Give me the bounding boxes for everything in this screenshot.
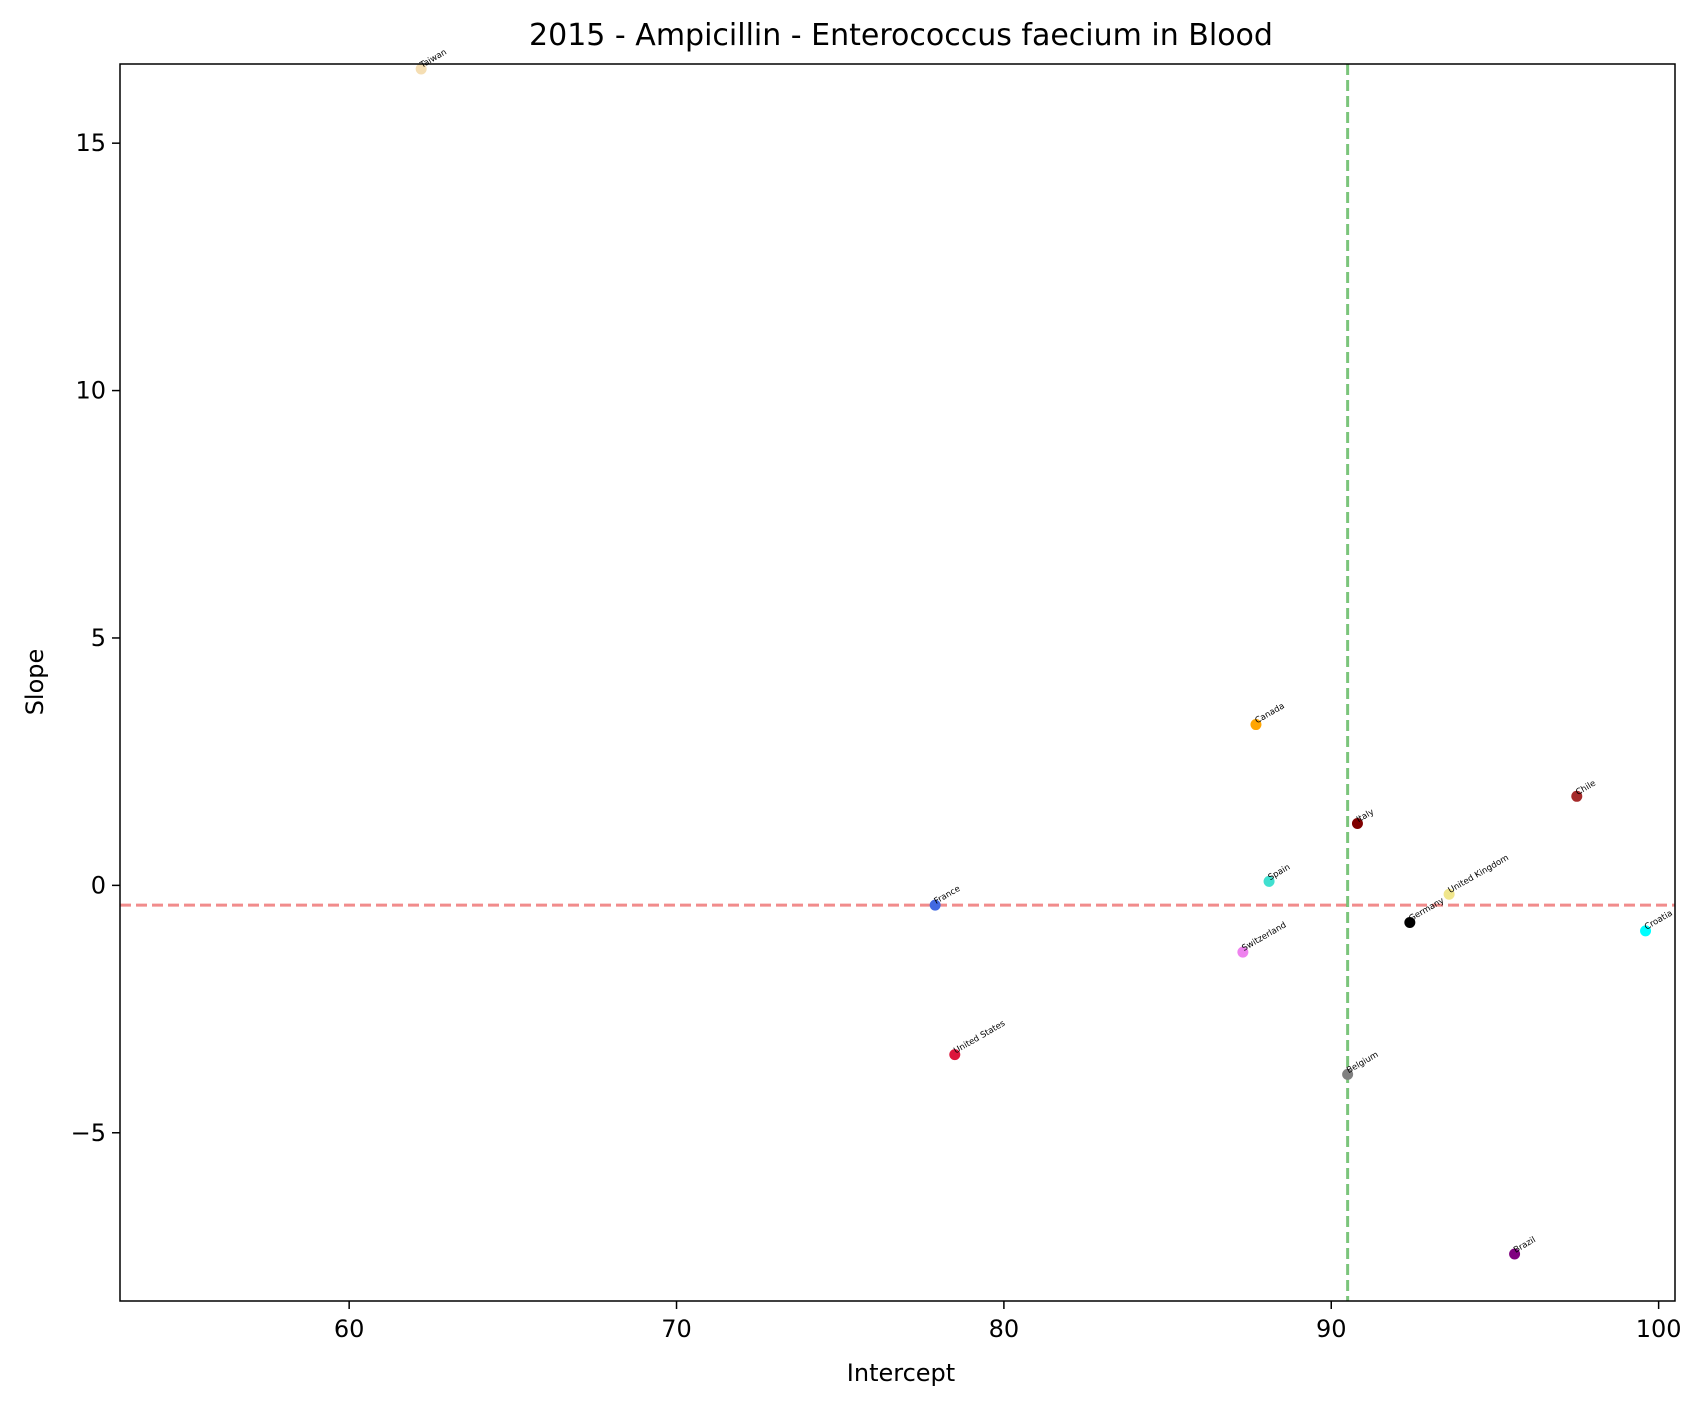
point-label-canada: Canada (1253, 701, 1286, 726)
point-label-belgium: Belgium (1345, 1050, 1380, 1076)
data-point-france (929, 899, 941, 911)
data-point-switzerland (1237, 946, 1249, 958)
y-tick-label: 5 (91, 624, 106, 652)
x-tick-label: 90 (1316, 1315, 1347, 1343)
chart-title: 2015 - Ampicillin - Enterococcus faecium… (529, 18, 1273, 53)
data-point-united-kingdom (1443, 888, 1455, 900)
y-tick-label: −5 (71, 1119, 106, 1147)
plot-area-frame (119, 63, 1676, 1302)
x-axis-title: Intercept (847, 1359, 955, 1387)
y-axis-title: Slope (21, 649, 49, 716)
point-label-croatia: Croatia (1643, 909, 1674, 933)
data-point-brazil (1509, 1248, 1521, 1260)
point-label-united-states: United States (952, 1018, 1007, 1056)
data-point-united-states (949, 1049, 961, 1061)
point-label-brazil: Brazil (1512, 1235, 1538, 1256)
point-label-italy: Italy (1355, 807, 1376, 825)
point-label-taiwan: Taiwan (418, 47, 449, 71)
data-point-spain (1263, 875, 1275, 887)
data-point-belgium (1342, 1068, 1354, 1080)
point-label-spain: Spain (1267, 862, 1293, 883)
point-label-united-kingdom: United Kingdom (1447, 853, 1511, 896)
point-label-switzerland: Switzerland (1240, 920, 1288, 953)
x-axis-ticks: 60 70 80 90 100 (334, 1301, 1682, 1343)
y-tick-label: 10 (75, 377, 106, 405)
data-point-chile (1571, 790, 1583, 802)
data-point-germany (1404, 916, 1416, 928)
data-point-taiwan (415, 63, 427, 75)
x-tick-label: 70 (661, 1315, 692, 1343)
x-tick-label: 60 (334, 1315, 365, 1343)
x-tick-label: 100 (1636, 1315, 1682, 1343)
point-label-germany: Germany (1407, 896, 1446, 924)
data-points: Taiwan Canada Chile Italy Spain France United … (415, 47, 1675, 1260)
data-point-canada (1250, 719, 1262, 731)
point-label-chile: Chile (1574, 779, 1597, 798)
data-point-italy (1351, 818, 1363, 830)
y-tick-label: 0 (91, 871, 106, 899)
data-point-croatia (1640, 925, 1652, 937)
y-tick-label: 15 (75, 129, 106, 157)
x-tick-label: 80 (989, 1315, 1020, 1343)
y-axis-ticks: −5 0 5 10 15 (71, 129, 120, 1147)
reference-lines (120, 64, 1675, 1301)
point-label-france: France (933, 884, 962, 907)
